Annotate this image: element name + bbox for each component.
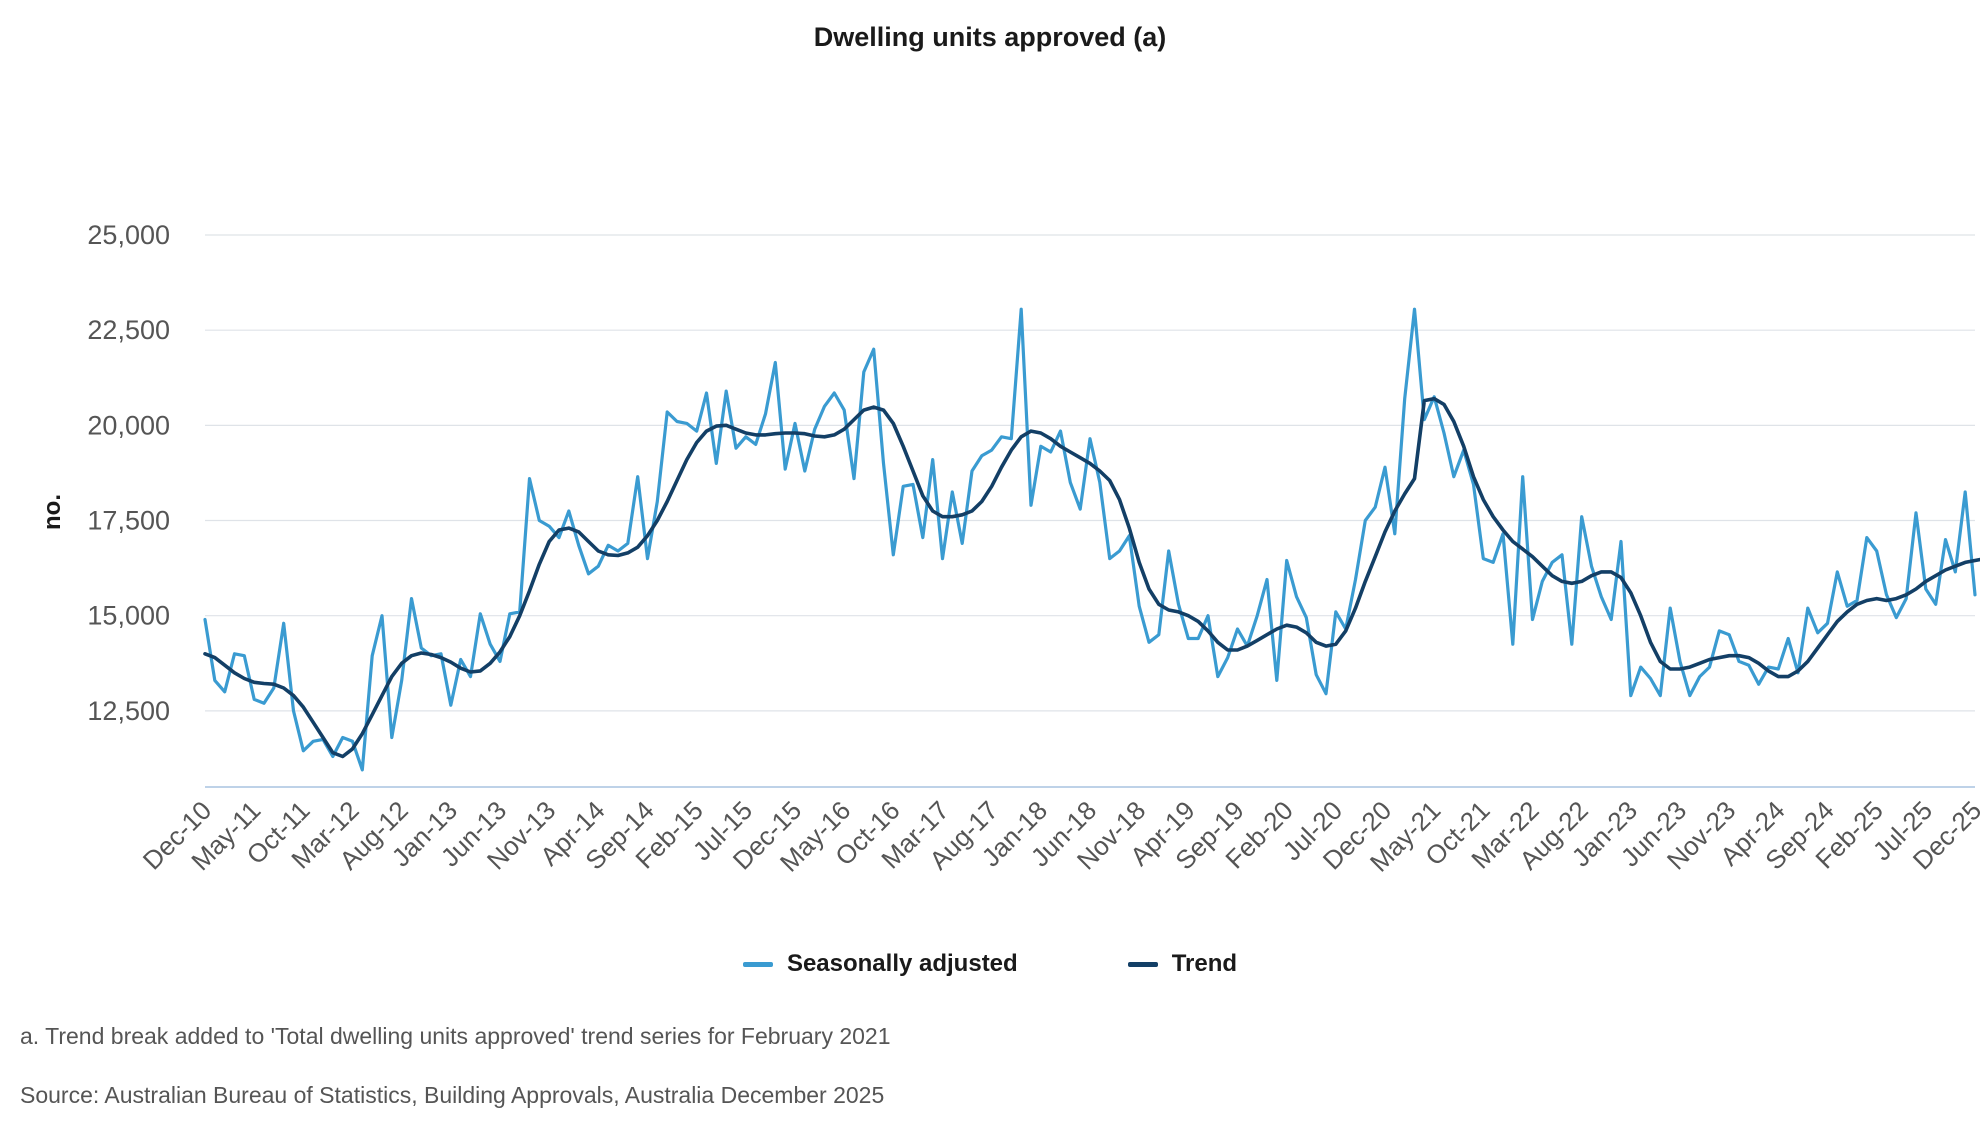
y-tick-label: 12,500 (87, 696, 170, 726)
y-tick-label: 20,000 (87, 410, 170, 440)
legend-swatch-trend (1127, 961, 1158, 967)
y-axis-ticks: 12,500 15,000 17,500 20,000 22,500 25,000 (87, 220, 170, 726)
legend-item-seasonally-adjusted[interactable]: Seasonally adjusted (742, 950, 1018, 978)
legend-item-trend[interactable]: Trend (1127, 950, 1238, 978)
y-tick-label: 15,000 (87, 601, 170, 631)
line-chart: 12,500 15,000 17,500 20,000 22,500 25,000 Dec… (39, 220, 1980, 878)
chart-legend: Seasonally adjusted Trend (0, 950, 1980, 978)
series-line-seasonally-adjusted (203, 307, 1977, 772)
legend-label-seasonally-adjusted: Seasonally adjusted (786, 950, 1018, 977)
chart-title: Dwelling units approved (a) (813, 22, 1167, 52)
y-tick-label: 22,500 (87, 315, 170, 345)
chart-source: Source: Australian Bureau of Statistics,… (20, 1082, 885, 1108)
x-axis-ticks: Dec-10May-11Oct-11Mar-12Aug-12Jan-13Jun-… (137, 795, 1980, 878)
y-tick-label: 25,000 (87, 220, 170, 250)
chart-footnote: a. Trend break added to 'Total dwelling … (20, 1023, 891, 1049)
gridlines (205, 234, 1975, 788)
y-tick-label: 17,500 (87, 506, 170, 536)
series-line-trend (203, 396, 1980, 759)
y-axis-label: no. (39, 494, 66, 530)
series-lines (203, 307, 1980, 772)
legend-label-trend: Trend (1171, 950, 1238, 977)
legend-swatch-seasonally-adjusted (742, 961, 773, 967)
